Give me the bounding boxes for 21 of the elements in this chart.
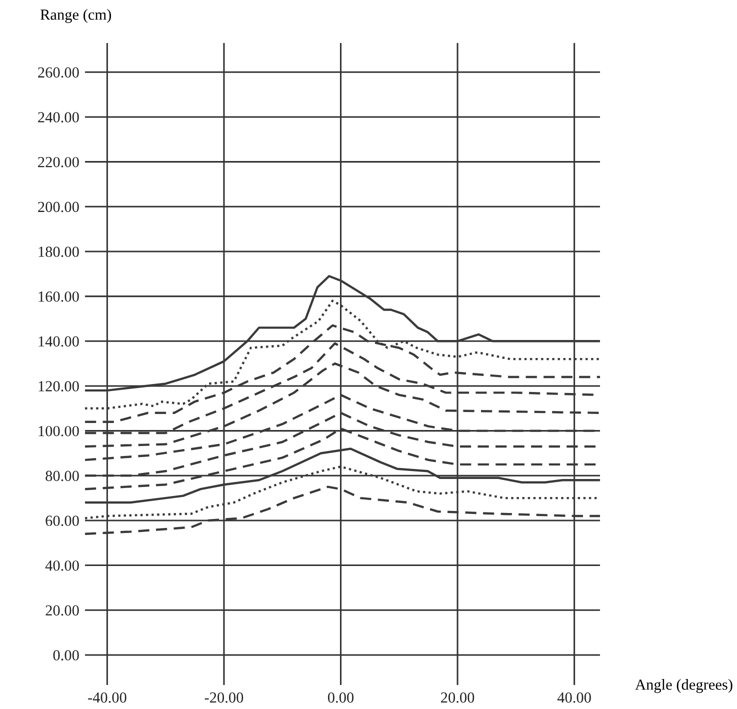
x-tick-label: -20.00 [204,692,244,703]
x-tick-label: 20.00 [441,692,474,703]
y-tick-label: 240.00 [38,112,79,122]
y-axis-title: Range (cm) [40,9,112,23]
y-tick-label: 260.00 [38,67,79,78]
y-tick-label: 40.00 [45,560,79,571]
y-tick-label: 220.00 [38,156,79,168]
y-tick-label: 180.00 [38,246,79,257]
y-tick-label: 120.00 [38,381,79,392]
y-tick-label: 60.00 [46,516,79,526]
x-axis-title: Angle (degrees) [635,679,732,693]
y-tick-label: 0.00 [53,650,79,660]
y-tick-label: 200.00 [38,202,79,212]
y-tick-label: 140.00 [38,336,79,347]
x-tick-label: 40.00 [557,692,591,703]
y-tick-label: 100.00 [38,426,79,436]
x-tick-label: 0.00 [328,692,354,703]
y-tick-label: 80.00 [46,470,79,482]
y-tick-label: 20.00 [46,605,79,616]
x-tick-label: -40.00 [88,692,126,703]
y-tick-label: 160.00 [38,291,79,302]
